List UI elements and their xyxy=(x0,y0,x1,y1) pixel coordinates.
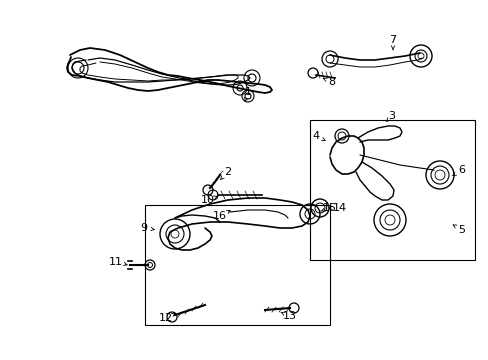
Text: 8: 8 xyxy=(328,77,335,87)
Text: 11: 11 xyxy=(109,257,123,267)
Text: 12: 12 xyxy=(159,313,173,323)
Text: 4: 4 xyxy=(312,131,319,141)
Text: 6: 6 xyxy=(458,165,465,175)
Text: 1: 1 xyxy=(244,87,251,97)
Text: 3: 3 xyxy=(387,111,395,121)
Text: 14: 14 xyxy=(332,203,346,213)
Text: 16: 16 xyxy=(213,211,226,221)
Bar xyxy=(309,120,474,260)
Text: 7: 7 xyxy=(388,35,396,45)
Text: 5: 5 xyxy=(458,225,465,235)
Text: 15: 15 xyxy=(323,203,336,213)
Text: 9: 9 xyxy=(140,223,147,233)
Text: 13: 13 xyxy=(283,311,296,321)
Bar xyxy=(145,205,329,325)
Text: 2: 2 xyxy=(224,167,231,177)
Text: 10: 10 xyxy=(201,195,215,205)
